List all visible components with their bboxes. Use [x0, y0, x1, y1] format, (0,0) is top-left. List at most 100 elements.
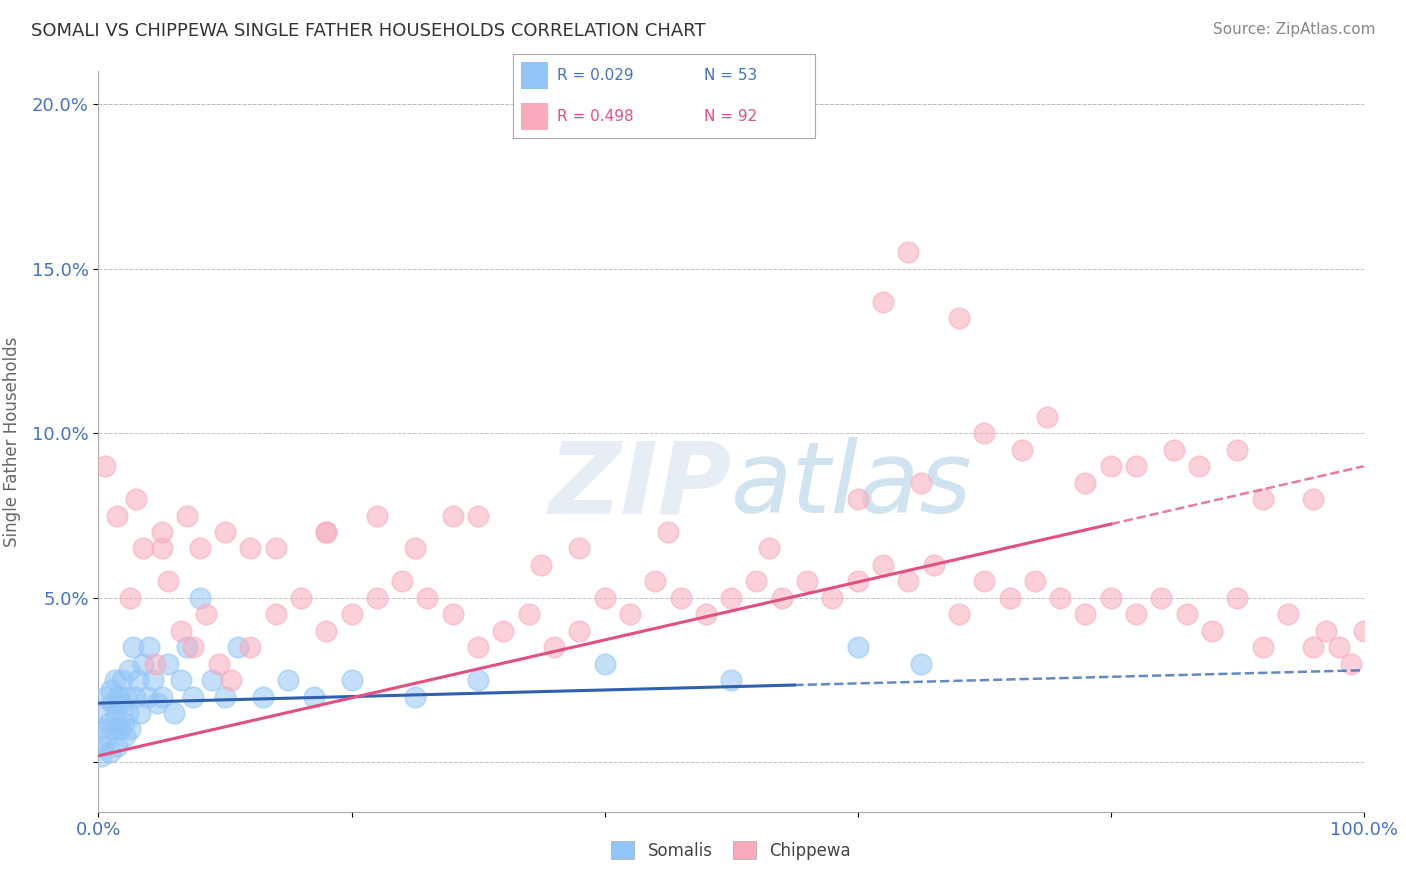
Point	[145, 696, 167, 710]
Point	[340, 673, 363, 687]
Point	[252, 690, 274, 704]
Point	[1226, 591, 1249, 605]
Point	[132, 657, 155, 671]
Point	[441, 607, 464, 622]
Point	[695, 607, 717, 622]
Y-axis label: Single Father Households: Single Father Households	[3, 336, 21, 547]
Point	[183, 690, 205, 704]
Point	[644, 574, 666, 589]
Point	[1251, 492, 1274, 507]
Point	[846, 492, 869, 507]
Point	[770, 591, 793, 605]
Point	[910, 475, 932, 490]
Point	[169, 624, 191, 638]
Point	[543, 640, 565, 655]
Point	[117, 706, 139, 720]
Point	[110, 696, 132, 710]
Point	[568, 624, 591, 638]
Point	[897, 245, 920, 260]
Point	[973, 426, 995, 441]
Point	[530, 558, 553, 572]
Point	[120, 591, 141, 605]
Point	[517, 607, 540, 622]
Point	[1302, 640, 1324, 655]
Point	[97, 715, 120, 730]
Point	[391, 574, 413, 589]
Bar	[520, 103, 548, 130]
Point	[142, 673, 165, 687]
Text: atlas: atlas	[731, 437, 973, 534]
Point	[125, 492, 148, 507]
Point	[96, 729, 118, 743]
Point	[176, 508, 198, 523]
Text: R = 0.029: R = 0.029	[557, 68, 634, 83]
Point	[593, 657, 616, 671]
Point	[94, 690, 117, 704]
Point	[416, 591, 439, 605]
Point	[1150, 591, 1173, 605]
Point	[93, 706, 117, 720]
Point	[121, 640, 143, 655]
Point	[720, 673, 742, 687]
Point	[104, 673, 127, 687]
Point	[93, 739, 115, 753]
Point	[111, 673, 134, 687]
Point	[91, 723, 114, 737]
Point	[129, 706, 152, 720]
Point	[176, 640, 198, 655]
Point	[1099, 591, 1122, 605]
Bar	[520, 62, 548, 89]
Point	[150, 524, 173, 539]
Point	[796, 574, 818, 589]
Point	[1188, 459, 1211, 474]
Text: R = 0.498: R = 0.498	[557, 109, 634, 124]
Point	[568, 541, 591, 556]
Point	[93, 459, 117, 474]
Point	[1099, 459, 1122, 474]
Point	[366, 591, 388, 605]
Point	[1036, 409, 1059, 424]
Point	[441, 508, 464, 523]
Point	[846, 640, 869, 655]
Point	[290, 591, 312, 605]
Point	[163, 706, 186, 720]
Point	[1340, 657, 1362, 671]
Point	[1353, 624, 1375, 638]
Point	[467, 508, 489, 523]
Point	[145, 657, 166, 671]
Text: Source: ZipAtlas.com: Source: ZipAtlas.com	[1212, 22, 1375, 37]
Text: ZIP: ZIP	[548, 437, 731, 534]
Point	[1074, 607, 1097, 622]
Point	[1125, 459, 1147, 474]
Point	[107, 508, 129, 523]
Point	[90, 748, 112, 763]
Point	[315, 624, 337, 638]
Point	[1049, 591, 1071, 605]
Point	[1024, 574, 1046, 589]
Point	[188, 591, 211, 605]
Point	[467, 640, 489, 655]
Point	[1175, 607, 1198, 622]
Point	[188, 541, 211, 556]
Point	[157, 574, 180, 589]
Point	[821, 591, 844, 605]
Point	[183, 640, 205, 655]
Point	[922, 558, 945, 572]
Point	[264, 607, 287, 622]
Point	[404, 690, 426, 704]
Point	[1074, 475, 1097, 490]
Point	[214, 524, 236, 539]
Point	[115, 690, 138, 704]
Point	[150, 541, 173, 556]
Point	[973, 574, 995, 589]
Text: N = 53: N = 53	[703, 68, 756, 83]
Point	[302, 690, 325, 704]
Point	[107, 690, 129, 704]
Point	[758, 541, 780, 556]
Point	[948, 607, 970, 622]
Point	[101, 696, 124, 710]
Point	[138, 640, 160, 655]
Point	[720, 591, 742, 605]
Point	[157, 657, 180, 671]
Point	[150, 690, 173, 704]
